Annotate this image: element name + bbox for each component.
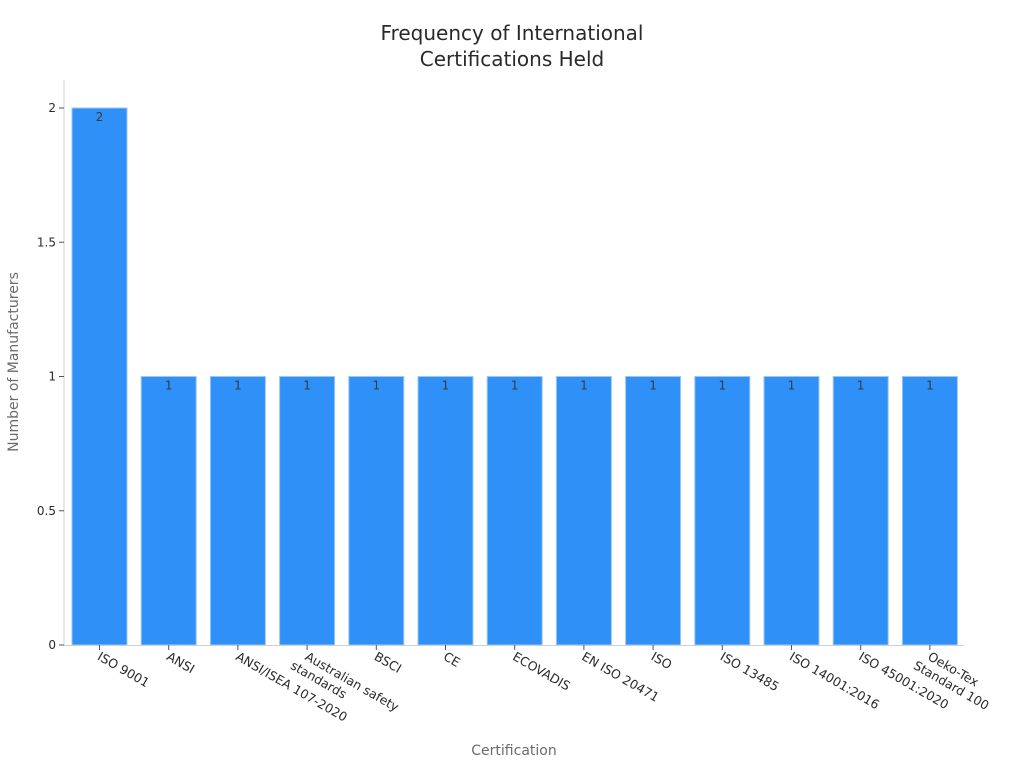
bar-value-label: 1 (234, 379, 242, 393)
bar (209, 376, 266, 646)
bar (71, 107, 128, 646)
data-labels-layer: 2 1 1 1 1 1 1 1 1 1 1 1 1 (96, 110, 934, 393)
bar-value-label: 1 (372, 379, 380, 393)
y-tick-label: 0 (48, 638, 56, 652)
x-tick-label: CE (441, 649, 463, 670)
bar (832, 376, 889, 646)
y-axis-title: Number of Manufacturers (6, 272, 22, 452)
bar-value-label: 1 (442, 379, 450, 393)
bar-value-label: 1 (788, 379, 796, 393)
x-tick-label: ISO (649, 649, 675, 673)
bar-value-label: 1 (580, 379, 588, 393)
x-axis-title: Certification (471, 743, 556, 759)
bar (279, 376, 336, 646)
bar (486, 376, 543, 646)
x-tick-label: ISO 13485 (718, 649, 782, 695)
bar-value-label: 1 (303, 379, 311, 393)
x-tick-label: BSCI (372, 649, 404, 676)
bar (140, 376, 197, 646)
chart-title-line-2: Certifications Held (420, 47, 604, 71)
x-axis: ISO 9001 ANSI ANSI/ISEA 107-2020Australian… (64, 645, 999, 725)
y-axis: 0 0.5 1 1.5 2 (37, 80, 65, 652)
bar-value-label: 2 (96, 110, 104, 124)
y-tick-label: 1 (48, 370, 56, 384)
bar-value-label: 1 (857, 379, 865, 393)
x-tick-label: Oeko-TexStandard 100 (911, 645, 999, 713)
bar (901, 376, 958, 646)
y-tick-label: 1.5 (37, 235, 56, 249)
x-tick-label: EN ISO 20471 (579, 649, 661, 705)
x-tick-label: ECOVADIS (510, 649, 573, 694)
bar (417, 376, 474, 646)
bar (763, 376, 820, 646)
bars-layer (71, 107, 958, 646)
bar-value-label: 1 (649, 379, 657, 393)
bar-value-label: 1 (511, 379, 519, 393)
y-tick-label: 2 (48, 101, 56, 115)
bar-value-label: 1 (718, 379, 726, 393)
x-tick-label: ISO 9001 (95, 649, 152, 691)
bar (555, 376, 612, 646)
x-tick-label: ANSI (164, 649, 197, 677)
y-tick-label: 0.5 (37, 504, 56, 518)
bar-value-label: 1 (165, 379, 173, 393)
bar (348, 376, 405, 646)
chart-title-line-1: Frequency of International (381, 21, 644, 45)
bar (694, 376, 751, 646)
bar-value-label: 1 (926, 379, 934, 393)
bar (625, 376, 682, 646)
